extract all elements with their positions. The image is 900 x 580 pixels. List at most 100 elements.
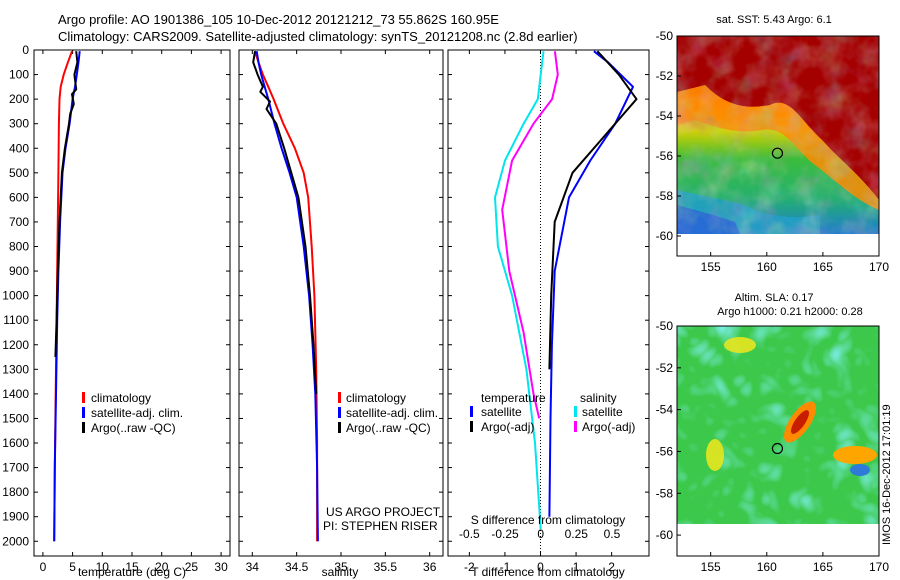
figure-title: Argo profile: AO 1901386_105 10-Dec-2012… [58, 12, 499, 27]
argo-float-marker [771, 147, 784, 159]
x-tick-label: 0 [537, 560, 544, 574]
temperature-plot-frame [33, 49, 231, 557]
x-tick-label: -2 [464, 560, 475, 574]
sla-map-image [677, 326, 879, 556]
x-tick-label: 15 [125, 560, 139, 574]
sla-map-subtitle: Argo h1000: 0.21 h2000: 0.28 [717, 306, 863, 318]
series-line-argo-raw-qc- [54, 51, 79, 358]
depth-tick-label: 1000 [2, 289, 29, 303]
salinity-axis-label: salinity [322, 565, 359, 579]
lat-tick-label: -50 [656, 319, 674, 333]
lat-tick-label: -56 [656, 149, 674, 163]
lat-tick-label: -58 [656, 486, 674, 500]
difference-legend: temperature salinity satellite Argo(-adj… [470, 391, 635, 434]
depth-tick-label: 1200 [2, 338, 29, 352]
lon-tick-label: 165 [813, 560, 833, 574]
x-tick-label: 20 [155, 560, 169, 574]
depth-tick-label: 1800 [2, 485, 29, 499]
legend-label-s-satellite: satellite [582, 405, 623, 419]
sst-map-title: sat. SST: 5.43 Argo: 6.1 [716, 14, 832, 26]
lat-tick-label: -54 [656, 109, 674, 123]
sla-low-anomaly [850, 464, 870, 476]
legend-label-satellite: satellite-adj. clim. [91, 406, 183, 420]
lon-tick-label: 160 [757, 560, 777, 574]
depth-tick-label: 200 [9, 92, 29, 106]
difference-profiles [494, 50, 638, 530]
legend-label-climatology: climatology [91, 391, 151, 405]
s-difference-axis-label: S difference from climatology [471, 513, 626, 527]
sst-land-mask [677, 234, 879, 256]
depth-axis-ticks: 0 100 200 300 400 500 600 700 800 900 1000 1100 1200… [2, 43, 230, 548]
depth-tick-label: 1700 [2, 461, 29, 475]
temperature-axis-label: temperature (deg C) [78, 565, 186, 579]
series-line-climatology [254, 50, 319, 542]
legend-title-salinity: salinity [580, 391, 617, 405]
series-line-argo-adj- [501, 51, 559, 419]
depth-tick-label: 1300 [2, 362, 29, 376]
salinity-legend: climatology satellite-adj. clim. Argo(..… [338, 391, 438, 435]
sst-map: sat. SST: 5.43 Argo: 6.1 155 160 165 170 -50… [656, 14, 890, 274]
legend-title-temperature: temperature [481, 391, 546, 405]
legend-swatch-satellite [82, 407, 85, 418]
series-line-satellite [548, 50, 634, 517]
depth-tick-label: 2000 [2, 534, 29, 548]
depth-tick-label: 600 [9, 190, 29, 204]
depth-tick-label: 0 [22, 43, 29, 57]
sla-high-anomaly-core [790, 410, 810, 434]
depth-tick-label: 500 [9, 166, 29, 180]
depth-tick-label: 1100 [3, 313, 29, 327]
depth-tick-label: 400 [9, 141, 29, 155]
sla-map-frame [676, 325, 880, 557]
legend-label-satellite: satellite-adj. clim. [346, 406, 438, 420]
project-credit: US ARGO PROJECT [326, 505, 441, 519]
pi-credit: PI: STEPHEN RISER [323, 519, 438, 533]
legend-swatch-climatology [338, 392, 341, 403]
lon-tick-label: 170 [869, 260, 889, 274]
depth-tick-label: 900 [9, 264, 29, 278]
salinity-plot-frame [238, 49, 444, 557]
argo-float-marker [771, 442, 784, 455]
legend-swatch-argo [82, 422, 85, 433]
temperature-panel: 0100200300400500600700800900100011001200… [2, 43, 231, 579]
lat-tick-label: -60 [656, 229, 674, 243]
s-tick-label: 0.5 [604, 527, 621, 541]
depth-tick-label: 1600 [2, 436, 29, 450]
x-tick-label: -1 [500, 560, 511, 574]
salinity-panel: 34 34.5 35 35.5 36 salinity climatology sate… [238, 49, 444, 579]
series-line-satellite [494, 51, 545, 530]
difference-plot-frame [447, 49, 650, 557]
depth-tick-label: 1500 [2, 411, 29, 425]
x-tick-label: 10 [96, 560, 110, 574]
legend-label-t-argo: Argo(-adj) [481, 420, 534, 434]
sla-high-anomaly-east [833, 446, 877, 464]
depth-tick-label: 1900 [2, 510, 29, 524]
sla-map-ticks: 155 160 165 170 -50 -52 -54 -56 -58 -60 [656, 319, 890, 574]
sla-map: Altim. SLA: 0.17 Argo h1000: 0.21 h2000:… [656, 292, 890, 574]
lat-tick-label: -52 [656, 69, 674, 83]
legend-swatch-argo [338, 422, 341, 433]
lon-tick-label: 155 [701, 260, 721, 274]
x-tick-label: 25 [185, 560, 199, 574]
s-tick-label: -0.25 [491, 527, 519, 541]
legend-swatch-climatology [82, 392, 85, 403]
depth-tick-label: 700 [9, 215, 29, 229]
lon-tick-label: 165 [813, 260, 833, 274]
x-tick-label: 35 [334, 560, 348, 574]
legend-label-t-satellite: satellite [481, 405, 522, 419]
sst-map-frame [676, 35, 880, 257]
temperature-profiles [53, 50, 81, 542]
sla-map-title: Altim. SLA: 0.17 [735, 292, 814, 304]
lat-tick-label: -60 [656, 528, 674, 542]
sla-land-mask [677, 524, 879, 556]
lat-tick-label: -58 [656, 189, 674, 203]
legend-label-s-argo: Argo(-adj) [582, 420, 635, 434]
legend-swatch-satellite [338, 407, 341, 418]
lat-tick-label: -52 [656, 361, 674, 375]
x-tick-label: 0 [40, 560, 47, 574]
s-tick-label: -0.5 [459, 527, 480, 541]
depth-tick-label: 1400 [2, 387, 29, 401]
lat-tick-label: -54 [656, 403, 674, 417]
figure-subtitle: Climatology: CARS2009. Satellite-adjuste… [58, 29, 578, 44]
